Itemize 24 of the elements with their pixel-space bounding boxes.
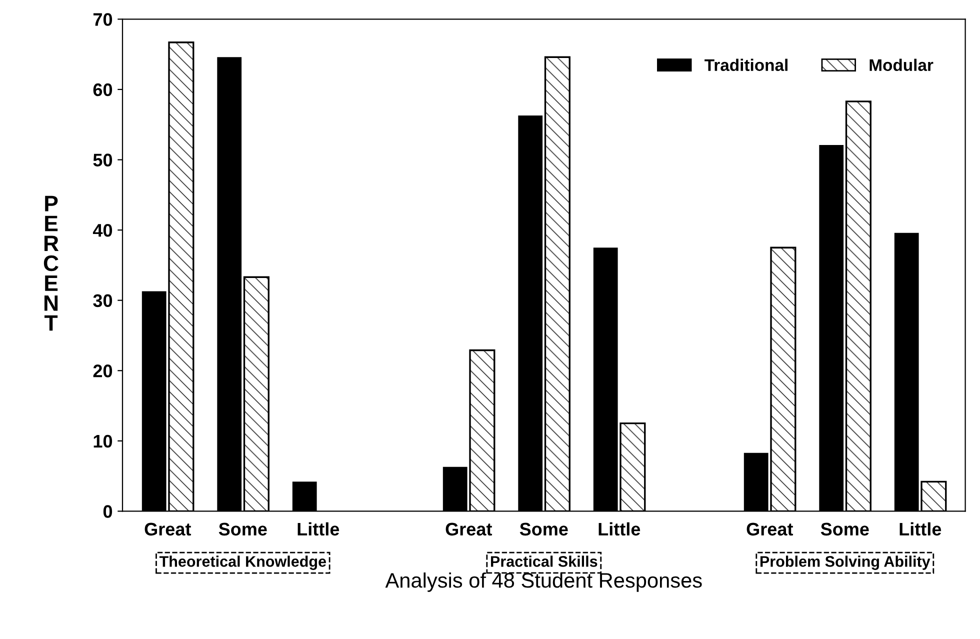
y-tick-label: 0 [103, 505, 112, 518]
legend-label: Traditional [704, 58, 788, 72]
x-tick-label: Some [520, 522, 568, 536]
y-tick-label: 50 [93, 154, 112, 166]
y-tick-label: 10 [94, 434, 112, 448]
y-tick-label: 60 [93, 83, 112, 96]
x-tick-label: Some [218, 522, 267, 536]
x-tick-label: Some [820, 522, 869, 536]
y-tick-label: 20 [93, 364, 112, 378]
x-tick-label: Little [900, 522, 942, 536]
x-tick-label: Great [144, 522, 192, 536]
y-axis-title: PERCENT [44, 196, 59, 331]
series-label: Modular [870, 58, 934, 72]
y-tick-label: 70 [93, 13, 112, 26]
text: Practical Skills [490, 556, 598, 567]
x-tick-label: Little [298, 522, 340, 536]
x-tick-label: Great [746, 522, 794, 536]
text: Theoretical Knowledge [159, 556, 326, 570]
text: Problem Solving Ability [760, 556, 930, 570]
x-tick-label: Little [598, 522, 640, 536]
y-tick-label: 40 [92, 224, 112, 237]
x-tick-label: Great [446, 522, 492, 536]
y-tick-label: 30 [93, 294, 112, 308]
x-axis-title: Analysis of 48 Student Responses [385, 572, 702, 592]
